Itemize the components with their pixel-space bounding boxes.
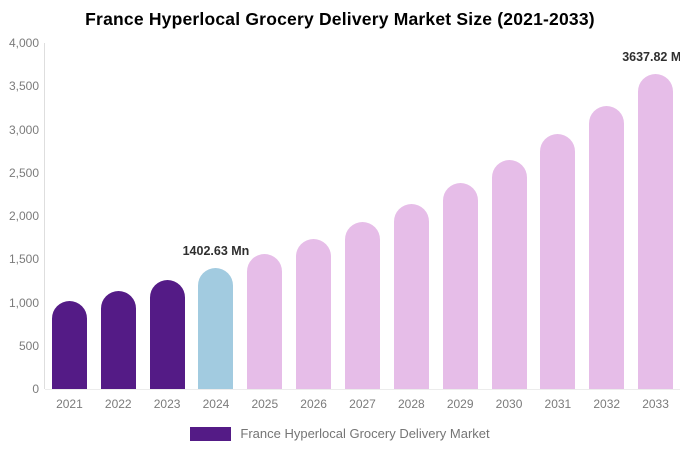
x-tick-label-2033: 2033: [642, 397, 669, 411]
legend-label: France Hyperlocal Grocery Delivery Marke…: [240, 426, 490, 441]
x-tick-label-2028: 2028: [397, 397, 425, 411]
x-tick-label-2025: 2025: [251, 397, 279, 411]
bar-2023[interactable]: [149, 279, 185, 389]
bar-2025[interactable]: [247, 254, 283, 389]
x-tick-label-2022: 2022: [104, 397, 132, 411]
bar-2022[interactable]: [100, 290, 136, 389]
legend-swatch: [190, 426, 232, 441]
y-tick-label: 2,000: [8, 209, 39, 223]
bar-2033[interactable]: [638, 74, 674, 389]
bar-2021[interactable]: [51, 300, 87, 389]
bar-value-label-2024: 1402.63 Mn: [182, 243, 250, 258]
bar-2024[interactable]: [198, 267, 234, 389]
bar-2029[interactable]: [442, 182, 478, 389]
chart-title: France Hyperlocal Grocery Delivery Marke…: [85, 9, 595, 29]
x-tick-label-2030: 2030: [495, 397, 523, 411]
plot-area: [45, 43, 680, 390]
x-tick-label-2024: 2024: [202, 397, 230, 411]
x-tick-label-2021: 2021: [56, 397, 83, 411]
bar-2032[interactable]: [589, 105, 625, 389]
x-tick-label-2023: 2023: [153, 397, 181, 411]
y-tick-label: 3,000: [8, 122, 39, 137]
legend-item[interactable]: France Hyperlocal Grocery Delivery Marke…: [0, 426, 680, 441]
y-tick-label: 2,500: [8, 165, 39, 180]
y-tick-label: 1,500: [8, 252, 39, 267]
y-tick-label: 3,500: [8, 79, 39, 94]
bar-2030[interactable]: [491, 159, 527, 389]
x-tick-label-2031: 2031: [544, 397, 572, 411]
x-tick-label-2027: 2027: [349, 397, 376, 411]
bar-2026[interactable]: [296, 239, 332, 389]
x-tick-label-2029: 2029: [446, 397, 474, 411]
bar-2028[interactable]: [393, 203, 429, 389]
bar-value-label-2033: 3637.82 Mn: [622, 50, 680, 65]
y-axis-line: [44, 43, 45, 389]
y-tick-label: 1,000: [8, 295, 39, 310]
x-tick-label-2032: 2032: [593, 397, 621, 411]
y-tick-label: 500: [18, 338, 39, 353]
bar-2027[interactable]: [345, 222, 380, 389]
bar-2031[interactable]: [540, 134, 576, 389]
y-tick-label: 0: [32, 382, 39, 396]
x-tick-label-2026: 2026: [300, 397, 327, 411]
y-tick-label: 4,000: [8, 36, 39, 50]
